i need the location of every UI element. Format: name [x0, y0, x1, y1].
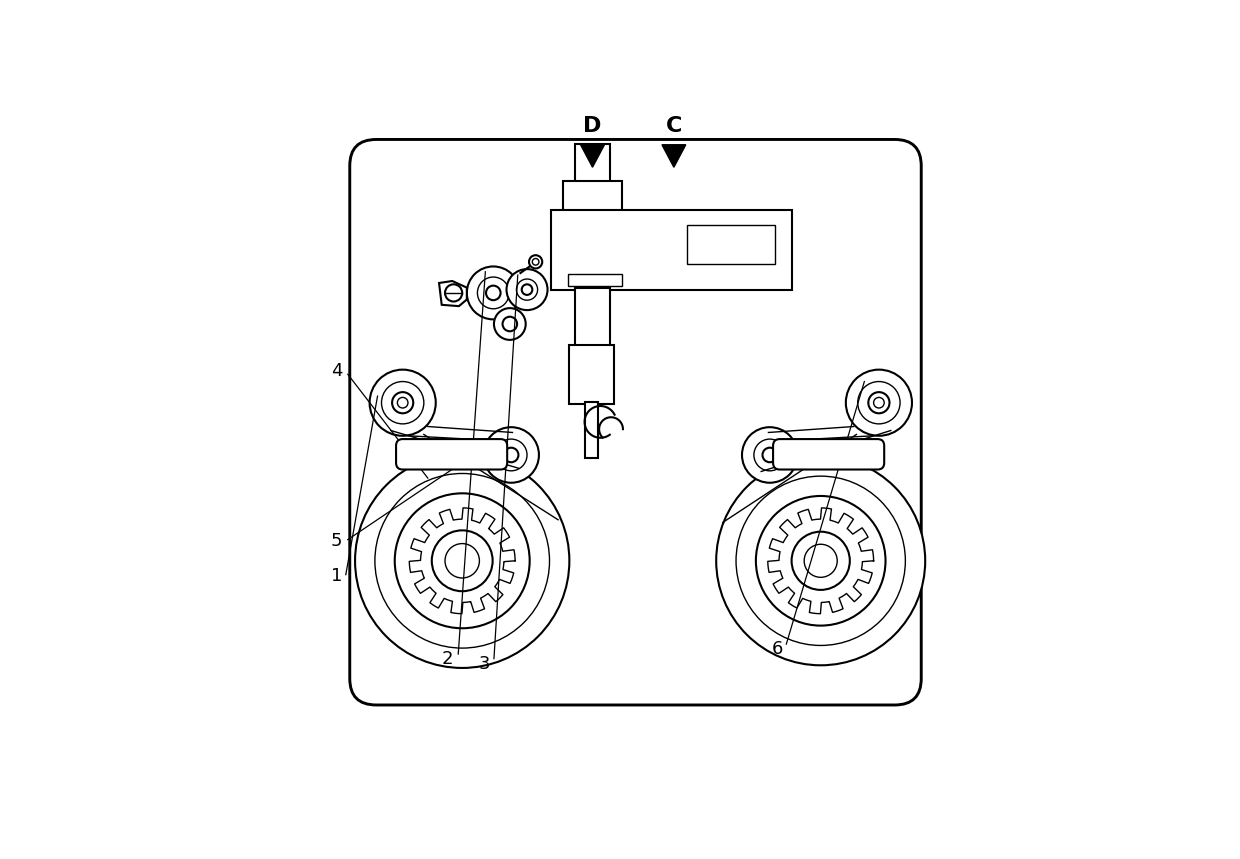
Circle shape [445, 284, 463, 302]
Bar [687, 225, 775, 265]
Circle shape [486, 286, 501, 300]
Circle shape [397, 398, 408, 408]
Circle shape [846, 369, 911, 436]
Circle shape [445, 544, 480, 578]
Circle shape [392, 392, 413, 413]
Circle shape [374, 473, 549, 648]
Circle shape [737, 476, 905, 645]
Circle shape [484, 427, 539, 483]
FancyBboxPatch shape [396, 439, 507, 470]
Circle shape [805, 545, 837, 577]
Circle shape [522, 284, 532, 295]
Circle shape [529, 255, 542, 268]
Circle shape [394, 493, 529, 628]
Circle shape [495, 439, 527, 471]
Circle shape [756, 496, 885, 625]
Circle shape [516, 279, 538, 300]
Circle shape [382, 381, 424, 423]
Circle shape [791, 532, 849, 590]
Text: 5: 5 [331, 532, 342, 550]
Text: 3: 3 [479, 655, 491, 673]
Circle shape [432, 530, 492, 591]
Circle shape [370, 369, 435, 436]
Circle shape [868, 392, 889, 413]
Polygon shape [439, 281, 466, 306]
Bar [568, 274, 622, 286]
Text: C: C [666, 116, 682, 137]
Text: D: D [583, 116, 601, 137]
Text: 2: 2 [441, 649, 453, 667]
Circle shape [466, 266, 520, 320]
Bar [551, 210, 792, 289]
Circle shape [717, 456, 925, 666]
Circle shape [858, 381, 900, 423]
Polygon shape [580, 145, 604, 168]
Bar [563, 181, 622, 213]
Bar [574, 144, 610, 184]
Bar [569, 344, 614, 404]
Text: 4: 4 [331, 362, 342, 380]
Circle shape [763, 448, 777, 462]
Circle shape [477, 277, 510, 308]
FancyBboxPatch shape [773, 439, 884, 470]
Polygon shape [662, 145, 686, 168]
Text: 6: 6 [773, 640, 784, 658]
Bar [585, 402, 599, 458]
Bar [574, 289, 610, 346]
Circle shape [754, 439, 786, 471]
Text: 1: 1 [331, 567, 342, 585]
Circle shape [355, 454, 569, 668]
FancyBboxPatch shape [350, 139, 921, 705]
Circle shape [742, 427, 797, 483]
Circle shape [506, 269, 548, 310]
Circle shape [532, 259, 539, 265]
Circle shape [502, 317, 517, 332]
Circle shape [874, 398, 884, 408]
Circle shape [494, 308, 526, 340]
Circle shape [503, 448, 518, 462]
